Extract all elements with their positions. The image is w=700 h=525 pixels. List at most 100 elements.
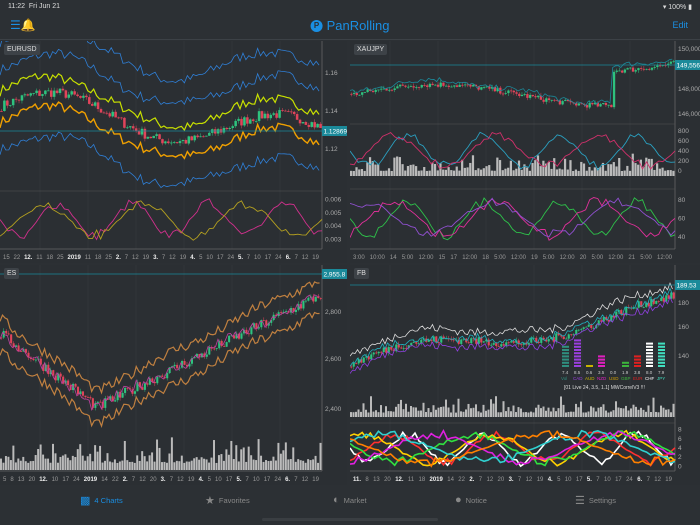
- x-axis-tick: 12:00: [608, 255, 624, 261]
- volume-bar: [577, 407, 580, 417]
- candle: [500, 344, 503, 347]
- volume-bar: [547, 162, 550, 176]
- x-axis-tick: 7: [125, 255, 129, 261]
- volume-bar: [422, 402, 425, 417]
- candle: [612, 71, 616, 108]
- chart-panel-xaujpy[interactable]: XAUJPY 149,556 150,000 148,000 146,000 800 600…: [350, 41, 700, 263]
- candle: [618, 70, 621, 72]
- volume-bar: [358, 169, 361, 176]
- volume-bar: [612, 410, 615, 417]
- volume-bar: [465, 409, 467, 417]
- volume-bar: [457, 398, 460, 417]
- candle: [314, 296, 317, 302]
- volume-bar: [582, 163, 586, 176]
- tab-market[interactable]: ◐ Market: [333, 494, 367, 506]
- volume-bar: [412, 164, 415, 176]
- volume-bar: [567, 411, 570, 417]
- volume-bar: [277, 442, 280, 470]
- volume-bar: [435, 409, 437, 417]
- x-axis-tick: 20: [498, 477, 505, 483]
- candle: [629, 67, 632, 69]
- candle: [38, 90, 41, 96]
- candle: [607, 104, 610, 106]
- strength-bar-segment: [622, 361, 629, 364]
- candle: [32, 93, 35, 94]
- symbol-label[interactable]: ES: [4, 268, 20, 279]
- strength-bar-segment: [658, 345, 665, 348]
- candle: [497, 346, 500, 347]
- candle: [455, 85, 459, 87]
- volume-bar: [574, 169, 577, 176]
- volume-bar: [304, 462, 307, 470]
- oscillator-line: [350, 197, 676, 241]
- volume-bar: [635, 406, 637, 417]
- price-tag: [322, 269, 347, 279]
- candle: [79, 391, 82, 395]
- candle: [158, 134, 161, 140]
- x-axis-tick: 5.: [587, 477, 592, 483]
- volume-bar: [462, 411, 465, 417]
- volume-bar: [582, 412, 585, 417]
- volume-bar: [565, 412, 567, 417]
- candle: [15, 345, 18, 347]
- candle: [205, 354, 208, 357]
- volume-bar: [118, 461, 121, 470]
- candle: [242, 329, 246, 334]
- candle: [171, 366, 174, 368]
- candle: [365, 356, 368, 358]
- candle: [123, 117, 126, 128]
- volume-bar: [272, 456, 275, 470]
- volume-bar: [245, 461, 248, 470]
- symbol-label[interactable]: XAUJPY: [354, 44, 388, 55]
- candle: [637, 301, 640, 308]
- y-axis-tick: 40: [678, 234, 686, 241]
- volume-bar: [618, 158, 621, 176]
- volume-bar: [497, 412, 500, 417]
- volume-bar: [84, 460, 87, 470]
- candle: [526, 94, 529, 98]
- candle: [190, 358, 193, 364]
- home-indicator: [262, 518, 438, 521]
- strength-value: 1.9: [622, 370, 629, 375]
- candle: [626, 68, 629, 70]
- candle: [662, 297, 665, 302]
- candle: [395, 344, 398, 352]
- candle: [437, 342, 440, 343]
- x-axis-tick: 12: [139, 477, 146, 483]
- volume-bar: [398, 157, 401, 176]
- candle: [352, 92, 356, 94]
- alert-settings-icon[interactable]: ☰🔔: [10, 18, 36, 32]
- candle: [398, 84, 402, 87]
- candle: [0, 110, 3, 112]
- tab-settings[interactable]: ☰ Settings: [575, 495, 616, 507]
- volume-bar: [569, 160, 572, 176]
- y-axis-tick: 8: [678, 427, 682, 434]
- volume-bar: [402, 409, 405, 417]
- candle: [295, 114, 299, 120]
- volume-bar: [455, 166, 458, 176]
- candle: [580, 328, 583, 330]
- chart-panel-eurusd[interactable]: EURUSD 1.12869 1.16 1.14 1.12 0.006 0.005 0.004…: [0, 41, 347, 263]
- candle: [602, 317, 605, 322]
- volume-bar: [136, 455, 139, 470]
- volume-bar: [477, 168, 480, 176]
- volume-bar: [504, 168, 507, 176]
- tab-notice[interactable]: ● Notice: [455, 494, 487, 506]
- tab-favorites[interactable]: ★ Favorites: [205, 495, 250, 507]
- oscillator-line: [0, 198, 323, 241]
- volume-bar: [493, 170, 496, 176]
- x-axis-tick: 24: [227, 255, 234, 261]
- volume-bar: [7, 456, 10, 470]
- symbol-label[interactable]: EURUSD: [4, 44, 40, 55]
- symbol-label[interactable]: FB: [354, 268, 369, 279]
- chart-panel-es[interactable]: ES 2,955.8 2,800 2,600 2,400 5 8 13 20 12. 10 17 24 2…: [0, 265, 347, 485]
- tab-4-charts[interactable]: ▩ 4 Charts: [80, 495, 123, 507]
- volume-bar: [592, 407, 595, 417]
- edit-button[interactable]: Edit: [672, 20, 688, 30]
- chart-panel-fb[interactable]: FB 189.53 180 160 140 8 6 4 2 0 11. 8 13 20 12. 11 18 201…: [350, 265, 700, 485]
- candle: [178, 141, 182, 144]
- volume-bar: [615, 401, 617, 417]
- candle: [420, 85, 423, 88]
- candle: [257, 327, 260, 329]
- candle: [185, 364, 189, 367]
